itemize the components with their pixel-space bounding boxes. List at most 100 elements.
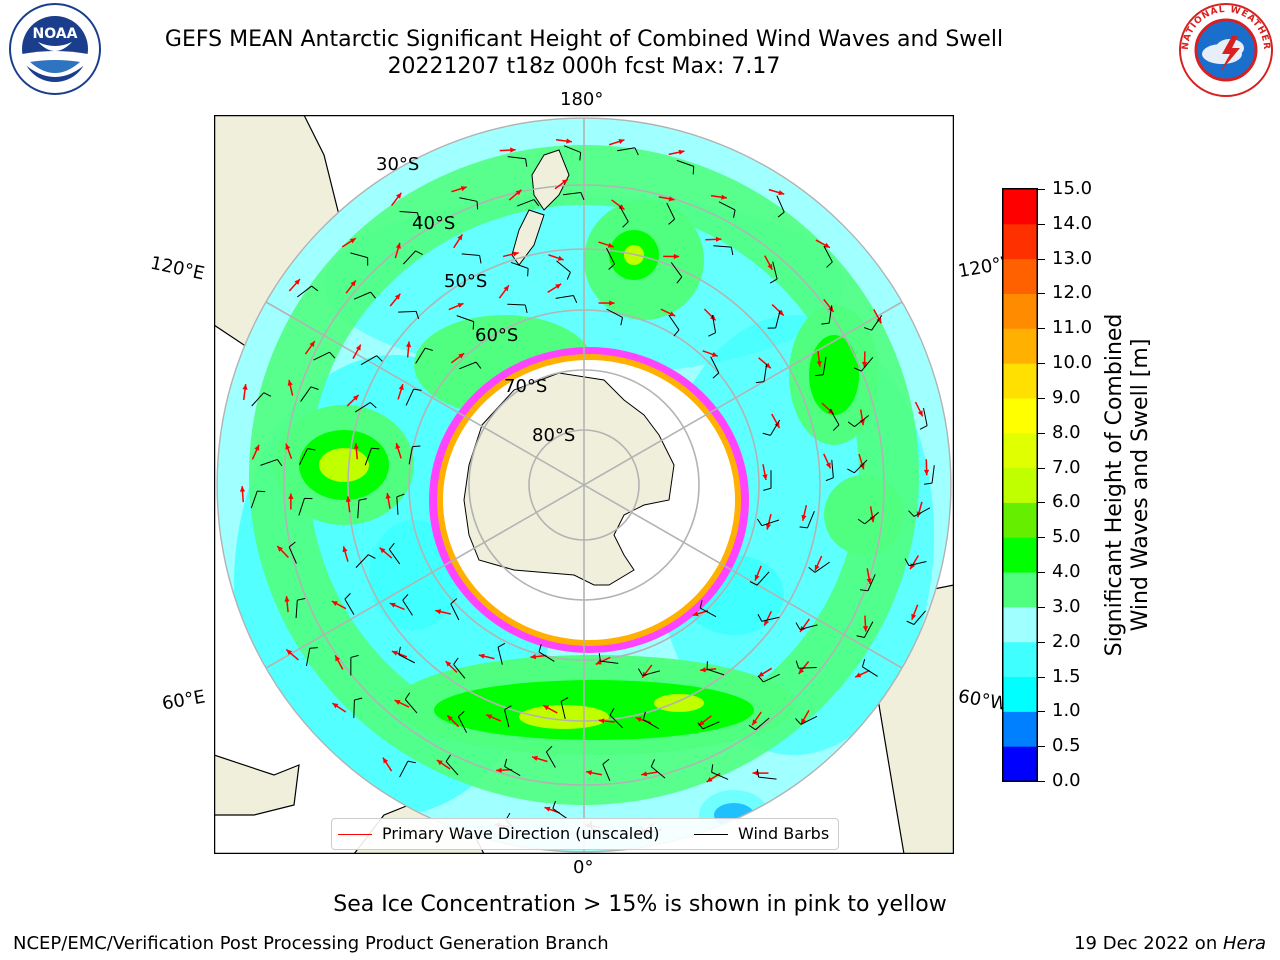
- nws-logo: NATIONAL WEATHER SERVICE: [1178, 2, 1273, 97]
- wave-arrow-head: [752, 719, 758, 726]
- colorbar-tick-mark: [1038, 676, 1045, 678]
- wave-arrow-head: [398, 384, 404, 391]
- wind-barb-shaft: [408, 446, 413, 465]
- wind-barb-flag: [763, 487, 772, 491]
- colorbar-tick-label: 12.0: [1052, 282, 1093, 304]
- wind-barb-shaft: [353, 291, 371, 300]
- wave-arrow-head: [286, 649, 293, 656]
- wave-arrow-head: [385, 492, 391, 499]
- wind-barb-flag: [730, 247, 734, 256]
- wind-barb-flag: [757, 614, 763, 622]
- wave-arrow-head: [767, 263, 773, 270]
- wind-barb-flag: [370, 291, 377, 299]
- wind-barb-shaft: [313, 351, 330, 361]
- wind-barb-flag: [527, 268, 529, 277]
- wind-barb-flag: [708, 332, 716, 337]
- wave-arrow-head: [242, 384, 248, 390]
- wind-barb-shaft: [710, 356, 720, 374]
- wave-arrow-head: [555, 283, 562, 289]
- wind-barb-flag: [368, 554, 376, 559]
- wind-barb-flag: [924, 482, 933, 485]
- wind-barb-shaft: [606, 247, 616, 265]
- wind-barb-flag: [808, 566, 816, 573]
- wind-barb-flag: [504, 758, 508, 767]
- wind-barb-flag: [861, 659, 866, 667]
- colorbar-tick-mark: [1038, 781, 1045, 782]
- colorbar-segment: [1003, 572, 1037, 608]
- footer-date: 19 Dec 2022 on Hera: [1074, 933, 1266, 954]
- wave-arrow-head: [335, 655, 341, 662]
- wind-barb-shaft: [828, 305, 833, 324]
- wave-arrow-head: [706, 776, 713, 782]
- wind-barb-shaft: [761, 519, 780, 527]
- colorbar-segment: [1003, 258, 1037, 294]
- colorbar-tick-mark: [1038, 502, 1045, 504]
- wind-barb-shaft: [670, 262, 683, 278]
- wave-arrow-head: [876, 317, 882, 324]
- wave-arrow-head: [544, 806, 551, 812]
- wind-barb-shaft: [642, 670, 660, 677]
- wave-arrow-head: [394, 700, 401, 705]
- lon-label-120e: 120°E: [148, 252, 207, 285]
- wind-barb-shaft: [404, 699, 418, 714]
- wave-arrow-head: [284, 596, 290, 602]
- wave-arrow-head: [669, 311, 676, 317]
- wave-arrow-head: [752, 770, 758, 776]
- wave-arrow-head: [395, 443, 401, 450]
- wind-barb-shaft: [609, 714, 624, 729]
- wind-barb-flag: [458, 710, 465, 718]
- wind-barb-flag: [777, 211, 785, 218]
- colorbar-tick-label: 0.5: [1052, 735, 1081, 757]
- wind-barb-flag: [413, 388, 422, 391]
- wind-barb-flag: [310, 386, 319, 390]
- wind-barb-flag: [538, 644, 542, 653]
- wave-arrow-head: [239, 486, 246, 492]
- wind-barb-shaft: [602, 764, 611, 781]
- colorbar-tick-mark: [1038, 641, 1045, 643]
- wind-barb-shaft: [763, 363, 768, 382]
- colorbar-tick-label: 1.0: [1052, 700, 1081, 722]
- wind-barb-flag: [650, 759, 655, 767]
- wind-barb-flag: [904, 558, 910, 566]
- wind-barb-shaft: [560, 701, 566, 720]
- wave-arrow-head: [668, 196, 675, 202]
- lon-label-180: 180°: [560, 89, 604, 110]
- wind-barb-shaft: [402, 250, 416, 265]
- wind-barb-shaft: [756, 571, 770, 586]
- wind-barb-shaft: [250, 490, 258, 509]
- wind-barb-flag: [815, 374, 824, 377]
- wave-arrow-head: [635, 716, 642, 722]
- wind-barb-flag: [358, 498, 367, 501]
- wave-arrow-head: [641, 771, 648, 777]
- colorbar-segment: [1003, 223, 1037, 260]
- wave-arrow-head: [859, 463, 865, 470]
- wind-barb-flag: [350, 654, 359, 658]
- legend-item-primary-wave: Primary Wave Direction (unscaled): [338, 824, 659, 843]
- wind-barb-flag: [748, 724, 756, 731]
- colorbar-tick-label: 14.0: [1052, 212, 1093, 234]
- wind-barb-shaft: [399, 211, 418, 214]
- wind-barb-flag: [860, 589, 869, 592]
- wind-barb-shaft: [296, 285, 312, 298]
- wind-barb-flag: [853, 367, 862, 372]
- wind-barb-flag: [415, 311, 420, 320]
- sea-ice-note: Sea Ice Concentration > 15% is shown in …: [333, 892, 947, 917]
- lat-label-80s: 80°S: [532, 425, 575, 446]
- wave-arrow-head: [436, 759, 443, 766]
- wave-arrow-head: [692, 611, 699, 617]
- colorbar-tick-mark: [1038, 711, 1045, 713]
- wind-barb-flag: [821, 322, 830, 325]
- wave-arrow-head: [288, 493, 294, 499]
- wind-barb-shaft: [823, 245, 833, 263]
- colorbar-segment: [1003, 606, 1037, 643]
- colorbar-tick-label: 5.0: [1052, 526, 1081, 548]
- wind-barb-shaft: [453, 664, 466, 679]
- colorbar-tick-label: 2.0: [1052, 630, 1081, 652]
- wind-barb-flag: [799, 526, 808, 529]
- wind-barb-flag: [908, 510, 915, 517]
- wave-arrow-head: [607, 242, 614, 248]
- colorbar-tick-label: 15.0: [1052, 178, 1093, 199]
- wave-arrow-head: [478, 653, 485, 659]
- colorbar-tick-mark: [1038, 293, 1045, 295]
- wave-arrow-head: [911, 613, 917, 620]
